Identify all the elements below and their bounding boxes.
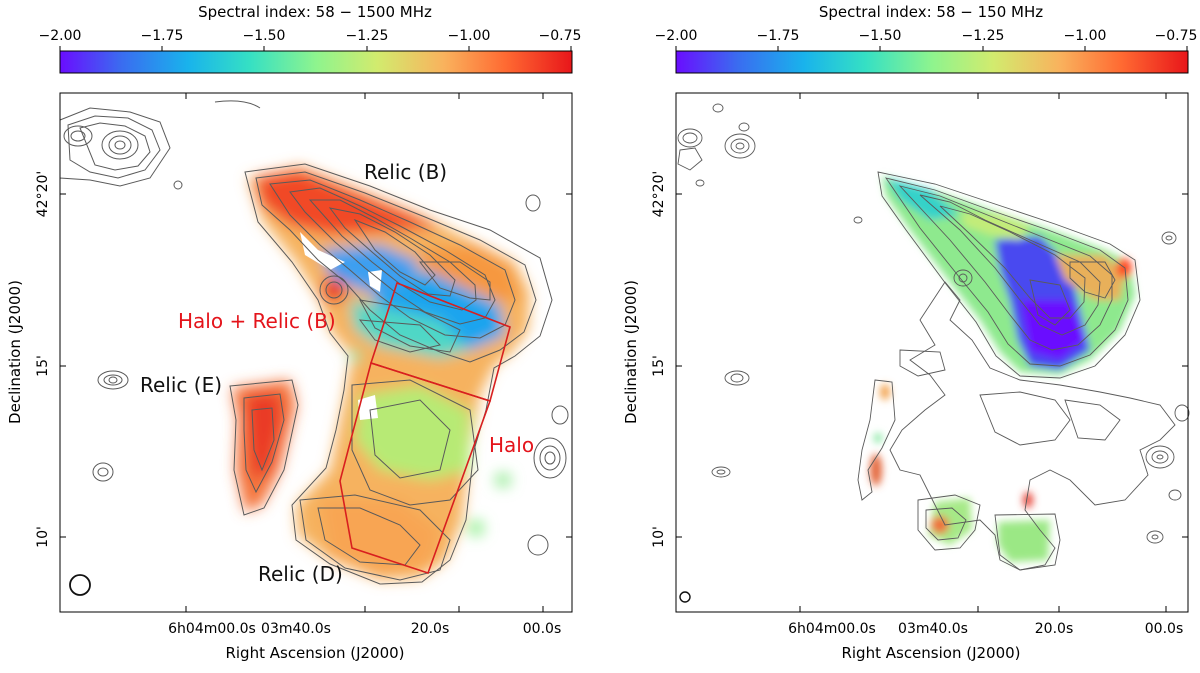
colorbar-tick-label: −1.00	[1064, 28, 1107, 44]
label-relic-b: Relic (B)	[364, 160, 447, 184]
image-frame	[59, 92, 573, 613]
y-axis-label: Declination (J2000)	[6, 280, 24, 424]
label-halo-relic-b: Halo + Relic (B)	[178, 309, 336, 333]
dec-tick-label: 15'	[35, 355, 51, 377]
label-relic-d: Relic (D)	[258, 562, 343, 586]
left-panel: Spectral index: 58 − 1500 MHz −2.00 −1.7…	[0, 0, 600, 669]
ra-tick-label: 03m40.0s	[898, 621, 968, 637]
right-panel: Spectral index: 58 − 150 MHz −2.00 −1.75…	[600, 0, 1200, 669]
contours	[677, 103, 1190, 603]
colorbar-ticks	[675, 46, 1188, 51]
x-axis-label: Right Ascension (J2000)	[841, 644, 1020, 662]
colorbar-tick-label: −1.50	[859, 28, 902, 44]
colorbar-tick-label: −0.75	[539, 28, 582, 44]
ra-tick-label: 6h04m00.0s	[788, 621, 876, 637]
dec-tick-label: 42°20'	[35, 171, 51, 217]
axis-ticks	[676, 93, 1188, 612]
ra-tick-label: 20.0s	[411, 621, 449, 637]
axis-ticks	[60, 93, 572, 612]
contours	[59, 100, 569, 596]
spectral-map	[59, 100, 569, 596]
label-relic-e: Relic (E)	[140, 373, 222, 397]
left-figure-svg: Spectral index: 58 − 1500 MHz −2.00 −1.7…	[6, 3, 582, 662]
colorbar-tick-label: −1.25	[962, 28, 1005, 44]
ra-tick-label: 03m40.0s	[261, 621, 331, 637]
colorbar-tick-label: −1.00	[448, 28, 491, 44]
colorbar-tick-label: −1.75	[141, 28, 184, 44]
dec-tick-label: 42°20'	[651, 171, 667, 217]
ra-tick-label: 6h04m00.0s	[168, 621, 256, 637]
colorbar-title: Spectral index: 58 − 1500 MHz	[198, 3, 432, 21]
colorbar	[59, 50, 573, 74]
x-axis-label: Right Ascension (J2000)	[225, 644, 404, 662]
right-figure-svg: Spectral index: 58 − 150 MHz −2.00 −1.75…	[622, 3, 1198, 662]
colorbar-tick-label: −2.00	[39, 28, 82, 44]
colorbar-tick-label: −2.00	[655, 28, 698, 44]
label-halo: Halo	[489, 433, 534, 457]
ra-tick-label: 20.0s	[1035, 621, 1073, 637]
colorbar-tick-label: −1.25	[346, 28, 389, 44]
regions	[339, 281, 511, 575]
colorbar-tick-label: −1.50	[243, 28, 286, 44]
colorbar-tick-label: −0.75	[1155, 28, 1198, 44]
ra-tick-label: 00.0s	[1145, 621, 1183, 637]
colorbar	[675, 50, 1189, 74]
image-frame	[675, 92, 1189, 613]
colorbar-tick-label: −1.75	[757, 28, 800, 44]
ra-tick-label: 00.0s	[523, 621, 561, 637]
colorbar-title: Spectral index: 58 − 150 MHz	[819, 3, 1043, 21]
y-axis-label: Declination (J2000)	[622, 280, 640, 424]
dec-tick-label: 10'	[651, 526, 667, 548]
colorbar-ticks	[59, 46, 572, 51]
dec-tick-label: 10'	[35, 526, 51, 548]
dec-tick-label: 15'	[651, 355, 667, 377]
spectral-map	[677, 103, 1190, 603]
